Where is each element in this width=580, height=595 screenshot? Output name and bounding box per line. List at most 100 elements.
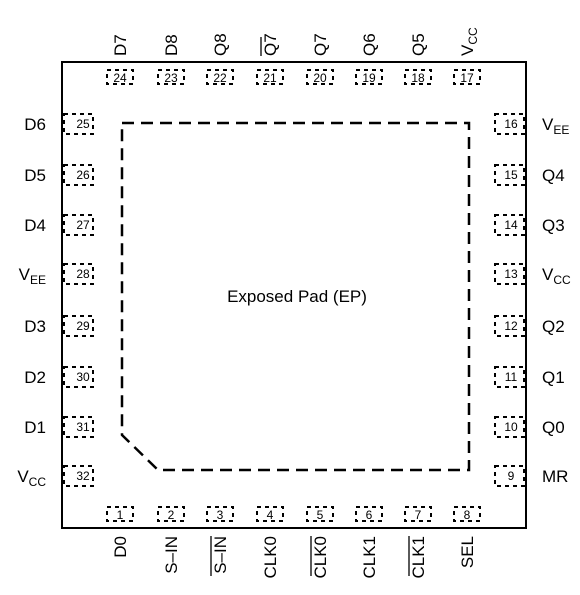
pin-pad-10 (494, 416, 525, 438)
svg-text:D0: D0 (111, 536, 130, 558)
pin-pad-4 (256, 506, 284, 522)
pin-label-26: D5 (24, 166, 46, 185)
pin-label-29: D3 (24, 317, 46, 336)
pin-pad-2 (157, 506, 185, 522)
svg-text:Q8: Q8 (211, 33, 230, 56)
pin-pad-32 (63, 465, 94, 487)
pin-label-18: Q5 (409, 33, 428, 56)
pin-pad-16 (494, 113, 525, 135)
pin-pad-15 (494, 164, 525, 186)
pin-pad-18 (404, 69, 432, 85)
pin-label-4: CLK0 (261, 536, 280, 579)
pin-label-1: D0 (111, 536, 130, 558)
pin-label-2: S–IN (162, 536, 181, 574)
pin-number-14: 14 (504, 218, 518, 232)
pin-label-28: VEE (19, 265, 46, 287)
pin-number-11: 11 (505, 370, 518, 384)
pin-number-18: 18 (411, 71, 425, 85)
pin-pad-8 (453, 506, 481, 522)
svg-text:D7: D7 (111, 34, 130, 56)
pin-label-16: VEE (542, 115, 569, 137)
pin-number-8: 8 (464, 508, 471, 522)
svg-text:CLK0: CLK0 (261, 536, 280, 579)
pin-number-19: 19 (362, 71, 376, 85)
pin-pad-11 (494, 366, 525, 388)
pin-label-19: Q6 (360, 33, 379, 56)
pin-pad-29 (63, 315, 94, 337)
pin-label-3: S–IN (210, 536, 230, 576)
pin-number-26: 26 (76, 168, 90, 182)
pin-pad-19 (355, 69, 383, 85)
svg-text:CLK1: CLK1 (409, 536, 428, 579)
pin-label-25: D6 (24, 115, 46, 134)
pin-label-9: MR (542, 467, 568, 486)
pin-label-5: CLK0 (310, 536, 330, 579)
pin-label-32: VCC (17, 467, 46, 489)
pin-pad-5 (306, 506, 334, 522)
pin-pad-27 (63, 214, 94, 236)
pin-number-6: 6 (366, 508, 373, 522)
svg-text:Q5: Q5 (409, 33, 428, 56)
pin-label-30: D2 (24, 368, 46, 387)
pin-pad-28 (63, 263, 94, 285)
pin-number-27: 27 (76, 218, 90, 232)
pin-label-20: Q7 (311, 33, 330, 56)
pin-label-14: Q3 (542, 216, 565, 235)
pin-label-22: Q8 (211, 33, 230, 56)
exposed-pad-outline (120, 121, 471, 472)
pin-pad-30 (63, 366, 94, 388)
pin-label-17: VCC (458, 27, 480, 56)
pin-label-10: Q0 (542, 418, 565, 437)
svg-text:S–IN: S–IN (162, 536, 181, 574)
pin-pad-14 (494, 214, 525, 236)
pin-label-6: CLK1 (360, 536, 379, 579)
pin-pad-25 (63, 113, 94, 135)
pin-pad-24 (106, 69, 134, 85)
pin-number-24: 24 (113, 71, 127, 85)
pin-label-13: VCC (542, 265, 571, 287)
pin-pad-22 (206, 69, 234, 85)
svg-text:CLK0: CLK0 (311, 536, 330, 579)
pin-number-31: 31 (76, 420, 90, 434)
svg-text:Q6: Q6 (360, 33, 379, 56)
pin-label-7: CLK1 (408, 536, 428, 579)
pin-number-30: 30 (76, 370, 90, 384)
pin-pad-31 (63, 416, 94, 438)
pin-pad-7 (404, 506, 432, 522)
pin-label-31: D1 (24, 418, 46, 437)
pin-label-12: Q2 (542, 317, 565, 336)
svg-text:SEL: SEL (458, 536, 477, 568)
pin-number-2: 2 (168, 508, 175, 522)
svg-text:D8: D8 (162, 34, 181, 56)
pin-number-15: 15 (504, 168, 518, 182)
pin-pad-6 (355, 506, 383, 522)
pin-number-32: 32 (76, 469, 90, 483)
pin-label-11: Q1 (542, 368, 565, 387)
pin-number-16: 16 (504, 117, 518, 131)
svg-text:Q7: Q7 (261, 33, 280, 56)
pin-pad-17 (453, 69, 481, 85)
pin-number-23: 23 (164, 71, 178, 85)
pin-number-29: 29 (76, 319, 90, 333)
pin-pad-3 (206, 506, 234, 522)
pin-pad-9 (494, 465, 525, 487)
pin-number-21: 21 (263, 71, 277, 85)
pin-number-1: 1 (117, 508, 124, 522)
svg-text:Q7: Q7 (311, 33, 330, 56)
pin-label-15: Q4 (542, 166, 565, 185)
pin-pad-1 (106, 506, 134, 522)
pin-number-22: 22 (213, 71, 227, 85)
pin-number-7: 7 (415, 508, 422, 522)
pin-number-20: 20 (313, 71, 327, 85)
svg-text:VCC: VCC (458, 27, 480, 56)
pin-number-9: 9 (508, 469, 515, 483)
svg-text:S–IN: S–IN (211, 536, 230, 574)
pin-pad-21 (256, 69, 284, 85)
pin-number-5: 5 (317, 508, 324, 522)
pin-number-10: 10 (504, 420, 518, 434)
svg-text:CLK1: CLK1 (360, 536, 379, 579)
pin-number-13: 13 (504, 267, 518, 281)
pin-pad-13 (494, 263, 525, 285)
exposed-pad-label: Exposed Pad (EP) (227, 287, 367, 306)
